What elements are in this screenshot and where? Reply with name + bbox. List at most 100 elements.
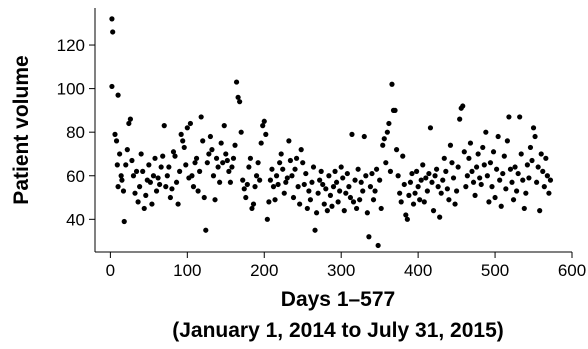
data-point (170, 149, 177, 155)
data-point (383, 160, 389, 166)
data-point (452, 201, 458, 207)
data-point (541, 184, 547, 190)
data-point (287, 157, 294, 164)
data-point (486, 199, 492, 205)
data-point (503, 186, 509, 192)
data-point (197, 168, 203, 174)
data-point (266, 199, 272, 205)
data-point (393, 147, 400, 153)
x-tick-label: 500 (481, 261, 509, 280)
data-point (449, 160, 455, 166)
data-point (284, 175, 290, 181)
data-point (232, 142, 238, 148)
data-point (112, 131, 118, 137)
data-point (387, 168, 394, 174)
data-point (127, 116, 133, 122)
data-point (109, 83, 115, 90)
data-point (298, 147, 304, 153)
x-tick-label: 300 (327, 261, 355, 280)
data-point (370, 197, 377, 203)
x-tick-label: 400 (404, 261, 432, 280)
data-point (446, 197, 452, 203)
data-point (158, 164, 164, 170)
data-point (540, 168, 546, 174)
data-point (460, 103, 466, 109)
data-point (494, 166, 500, 172)
data-point (304, 205, 310, 212)
data-point (504, 138, 510, 144)
data-point (241, 186, 247, 192)
data-point (263, 131, 269, 137)
data-point (190, 184, 197, 190)
data-point (524, 162, 530, 168)
data-point (510, 197, 517, 203)
data-point (133, 168, 140, 174)
data-point (333, 179, 340, 185)
data-point (310, 164, 317, 170)
data-point (290, 194, 297, 201)
data-point (229, 164, 235, 170)
data-point (515, 170, 521, 177)
data-point (350, 199, 357, 205)
data-point (364, 210, 370, 216)
data-point (355, 166, 361, 172)
y-tick-label: 80 (66, 123, 85, 142)
data-point (221, 123, 227, 129)
data-point (478, 181, 484, 188)
data-point (237, 99, 243, 105)
data-point (160, 153, 166, 159)
data-point (183, 162, 189, 168)
data-point (537, 208, 543, 214)
data-point (209, 147, 215, 153)
data-point (269, 166, 275, 172)
data-point (423, 175, 429, 181)
data-point (178, 131, 184, 137)
data-point (398, 199, 404, 205)
data-point (338, 164, 344, 170)
data-point (233, 79, 240, 85)
data-point (172, 153, 178, 159)
data-point (521, 205, 527, 212)
data-point (267, 177, 274, 183)
data-point (403, 212, 409, 218)
data-point (435, 184, 441, 190)
data-point (130, 173, 137, 179)
data-point (309, 179, 315, 185)
data-point (155, 175, 161, 181)
data-point (238, 129, 244, 135)
data-point (138, 151, 144, 157)
data-point (501, 153, 507, 159)
data-point (264, 216, 270, 222)
data-point (407, 179, 414, 185)
data-point (404, 216, 410, 222)
data-point (475, 151, 481, 157)
data-point (120, 188, 127, 194)
data-point (361, 133, 367, 140)
data-point (327, 192, 334, 198)
data-point (272, 197, 278, 203)
data-point (278, 151, 284, 157)
data-point (117, 151, 123, 157)
data-point (427, 125, 434, 131)
data-point (129, 157, 135, 164)
data-point (384, 129, 390, 135)
data-point (518, 151, 524, 157)
data-point (210, 173, 217, 179)
data-point (295, 184, 301, 190)
data-point (507, 166, 514, 172)
data-point (426, 170, 432, 177)
data-point (246, 164, 252, 170)
data-point (440, 177, 446, 183)
data-point (509, 179, 515, 185)
data-point (498, 203, 504, 209)
data-point (469, 168, 475, 174)
data-point (244, 181, 250, 188)
data-point (113, 138, 120, 144)
data-point (166, 164, 172, 170)
data-point (538, 151, 544, 157)
data-point (230, 155, 237, 161)
data-point (297, 201, 303, 207)
data-point (437, 214, 443, 220)
data-point (490, 149, 497, 155)
data-point (375, 242, 381, 249)
